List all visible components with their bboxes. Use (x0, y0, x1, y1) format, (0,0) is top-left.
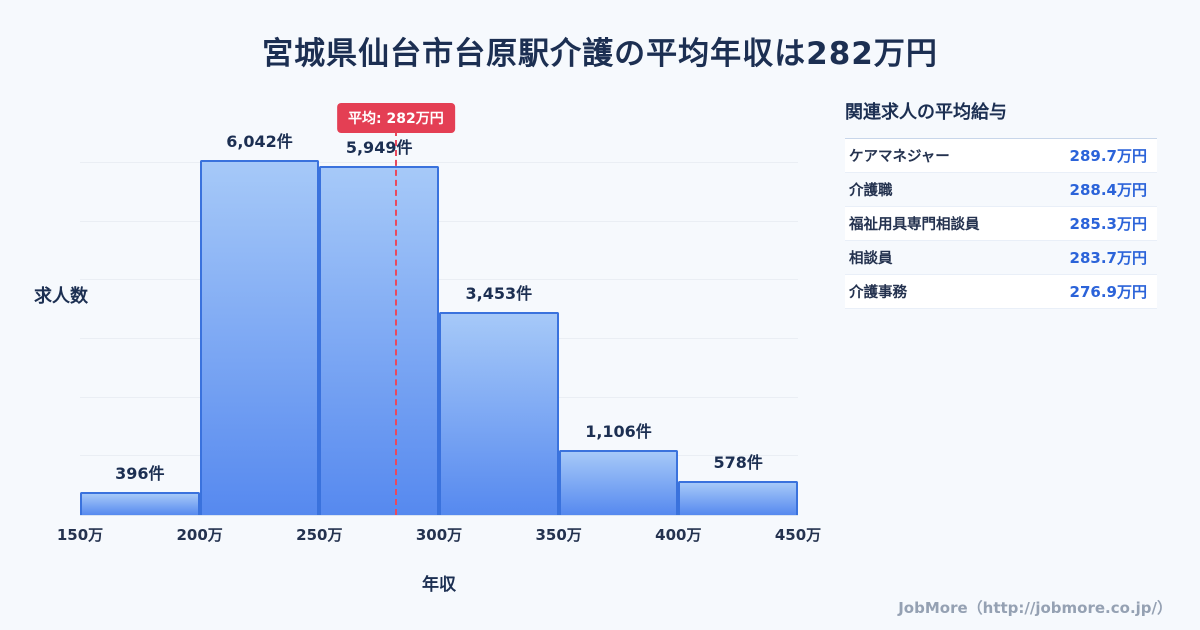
histogram-bar (199, 160, 320, 515)
gridline (80, 279, 798, 281)
x-axis-tick: 250万 (296, 526, 343, 544)
x-axis-label: 年収 (422, 575, 456, 595)
related-job-row: 福祉用具専門相談員 285.3万円 (845, 207, 1157, 241)
x-axis-tick: 400万 (655, 526, 702, 544)
mean-line (394, 130, 397, 515)
related-jobs-table: ケアマネジャー 289.7万円介護職 288.4万円福祉用具専門相談員 285.3万円… (845, 138, 1157, 309)
related-job-row: 介護事務 276.9万円 (845, 275, 1157, 309)
page-title: 宮城県仙台市台原駅介護の平均年収は282万円 (262, 36, 938, 72)
related-job-name: 介護職 (849, 183, 893, 199)
related-job-row: 介護職 288.4万円 (845, 173, 1157, 207)
y-axis-label: 求人数 (34, 286, 88, 307)
bar-value-label: 6,042件 (226, 132, 293, 152)
related-job-name: 福祉用具専門相談員 (849, 217, 980, 233)
related-job-salary: 276.9万円 (1069, 283, 1147, 301)
bar-value-label: 3,453件 (465, 284, 533, 304)
bar-value-label: 1,106件 (585, 422, 652, 442)
related-job-salary: 288.4万円 (1069, 181, 1147, 199)
source-credit: JobMore（http://jobmore.co.jp/） (898, 599, 1172, 617)
side-panel-title: 関連求人の平均給与 (845, 102, 1007, 123)
gridline (80, 161, 798, 163)
x-axis-tick: 150万 (56, 526, 104, 544)
related-job-salary: 283.7万円 (1069, 249, 1147, 267)
mean-annotation-badge: 平均: 282万円 (337, 103, 455, 133)
related-job-name: 相談員 (849, 251, 893, 267)
bar-value-label: 578件 (713, 453, 763, 473)
x-axis-tick: 350万 (535, 526, 582, 544)
histogram-bar (558, 450, 679, 515)
related-job-row: 相談員 283.7万円 (845, 241, 1157, 275)
x-axis-tick: 200万 (176, 526, 223, 544)
histogram-bar (678, 481, 798, 515)
related-job-salary: 289.7万円 (1069, 147, 1147, 165)
histogram-bar (80, 491, 200, 515)
histogram-plot-area: 平均: 282万円 396件 6,042件 5,949件 3,453件 1,106件 57… (57, 103, 821, 544)
x-axis-tick: 450万 (774, 526, 822, 544)
x-axis-tick: 300万 (415, 526, 463, 544)
bar-value-label: 396件 (115, 463, 165, 483)
related-job-row: ケアマネジャー 289.7万円 (845, 139, 1157, 173)
related-job-salary: 285.3万円 (1069, 215, 1147, 233)
histogram-bar (319, 165, 439, 515)
histogram-bar (439, 312, 559, 515)
related-job-name: ケアマネジャー (849, 149, 950, 165)
gridline (80, 220, 798, 222)
bar-value-label: 5,949件 (345, 137, 413, 157)
related-job-name: 介護事務 (849, 285, 907, 301)
